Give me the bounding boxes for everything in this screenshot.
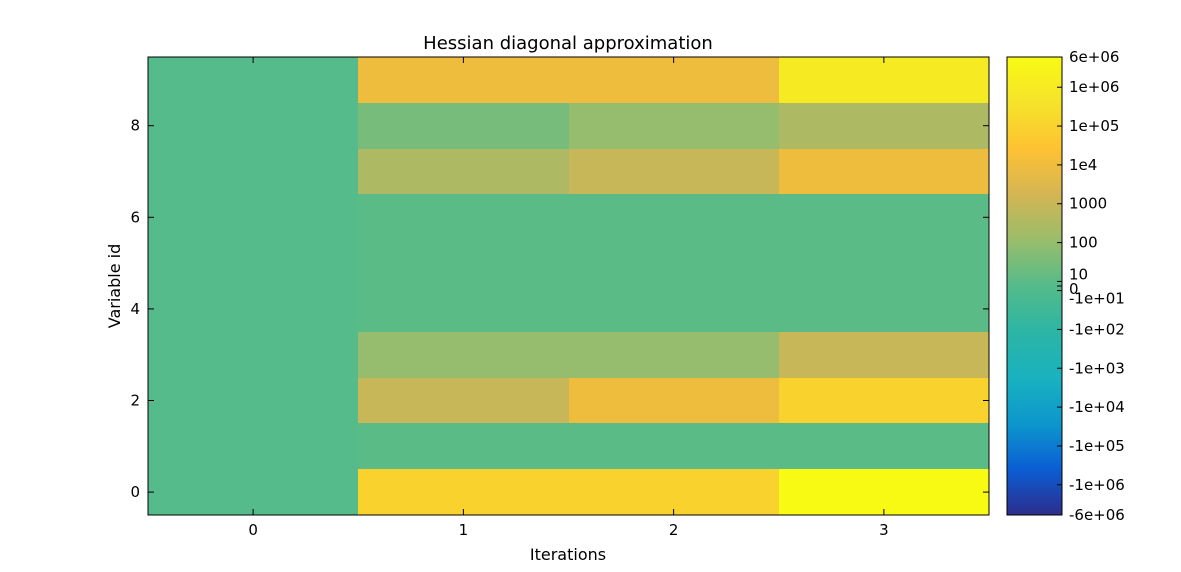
heatmap-cell	[569, 240, 779, 286]
heatmap-cell	[569, 332, 779, 378]
heatmap-cell	[148, 194, 358, 240]
colorbar-tick-label: -1e+03	[1069, 359, 1125, 377]
heatmap-cell	[358, 194, 569, 240]
colorbar-tick-label: 1e4	[1069, 156, 1097, 174]
y-tick-label: 6	[130, 208, 140, 226]
heatmap-cell	[779, 423, 989, 469]
heatmap-cells	[148, 57, 989, 515]
plot-frame	[147, 56, 990, 516]
heatmap-cell	[358, 149, 569, 194]
heatmap-cell	[358, 423, 569, 469]
heatmap-cell	[148, 332, 358, 378]
heatmap-cell	[779, 194, 989, 240]
heatmap-cell	[779, 149, 989, 194]
x-axis-ticks: 0 1 2 3	[248, 57, 889, 539]
heatmap-cell	[148, 469, 358, 515]
y-tick-label: 0	[130, 483, 140, 501]
x-tick-label: 2	[669, 521, 679, 539]
heatmap-cell	[148, 423, 358, 469]
heatmap-cell	[358, 286, 569, 332]
heatmap-cell	[779, 469, 989, 515]
colorbar-tick-label: 100	[1069, 234, 1098, 252]
colorbar-tick-label: 0	[1069, 280, 1079, 298]
chart-title: Hessian diagonal approximation	[423, 33, 713, 54]
heatmap-cell	[779, 332, 989, 378]
y-axis-ticks: 0 2 4 6 8	[130, 117, 989, 501]
x-axis-label: Iterations	[530, 545, 606, 564]
heatmap-cell	[779, 240, 989, 286]
heatmap-cell	[358, 240, 569, 286]
colorbar-tick-label: -1e+04	[1069, 398, 1125, 416]
colorbar-tick-label: 1e+06	[1069, 78, 1119, 96]
heatmap-cell	[569, 286, 779, 332]
heatmap-cell	[569, 194, 779, 240]
heatmap-cell	[148, 240, 358, 286]
colorbar-gradient	[1007, 57, 1062, 515]
colorbar-tick-label: 6e+06	[1069, 48, 1119, 66]
y-axis-label: Variable id	[105, 244, 124, 328]
y-tick-label: 8	[130, 117, 140, 135]
heatmap-cell	[569, 57, 779, 103]
heatmap-cell	[569, 103, 779, 149]
colorbar-tick-label: 1e+05	[1069, 117, 1119, 135]
heatmap-cell	[779, 103, 989, 149]
heatmap-cell	[148, 57, 358, 103]
colorbar: 6e+061e+061e+051e41000100100-1e+01-1e+02…	[1006, 48, 1125, 524]
heatmap-cell	[148, 149, 358, 194]
heatmap-cell	[569, 149, 779, 194]
heatmap-cell	[569, 378, 779, 423]
heatmap-cell	[779, 378, 989, 423]
colorbar-tick-label: 10	[1069, 265, 1088, 283]
heatmap-cell	[779, 286, 989, 332]
x-tick-label: 1	[459, 521, 469, 539]
colorbar-tick-label: -1e+06	[1069, 476, 1125, 494]
colorbar-tick-label: -1e+01	[1069, 290, 1125, 308]
heatmap-cell	[358, 332, 569, 378]
x-tick-label: 0	[248, 521, 258, 539]
heatmap-cell	[148, 103, 358, 149]
heatmap-cell	[358, 378, 569, 423]
x-tick-label: 3	[879, 521, 889, 539]
colorbar-tick-label: -1e+02	[1069, 320, 1125, 338]
heatmap-cell	[358, 103, 569, 149]
colorbar-tick-label: 1000	[1069, 195, 1107, 213]
colorbar-ticks: 6e+061e+061e+051e41000100100-1e+01-1e+02…	[1057, 48, 1125, 524]
colorbar-tick-label: -6e+06	[1069, 506, 1125, 524]
heatmap-cell	[148, 286, 358, 332]
y-tick-label: 4	[130, 300, 140, 318]
heatmap-cell	[569, 423, 779, 469]
heatmap-cell	[569, 469, 779, 515]
heatmap-cell	[358, 57, 569, 103]
heatmap-cell	[779, 57, 989, 103]
heatmap-cell	[358, 469, 569, 515]
heatmap-cell	[148, 378, 358, 423]
colorbar-tick-label: -1e+05	[1069, 437, 1125, 455]
y-tick-label: 2	[130, 392, 140, 410]
